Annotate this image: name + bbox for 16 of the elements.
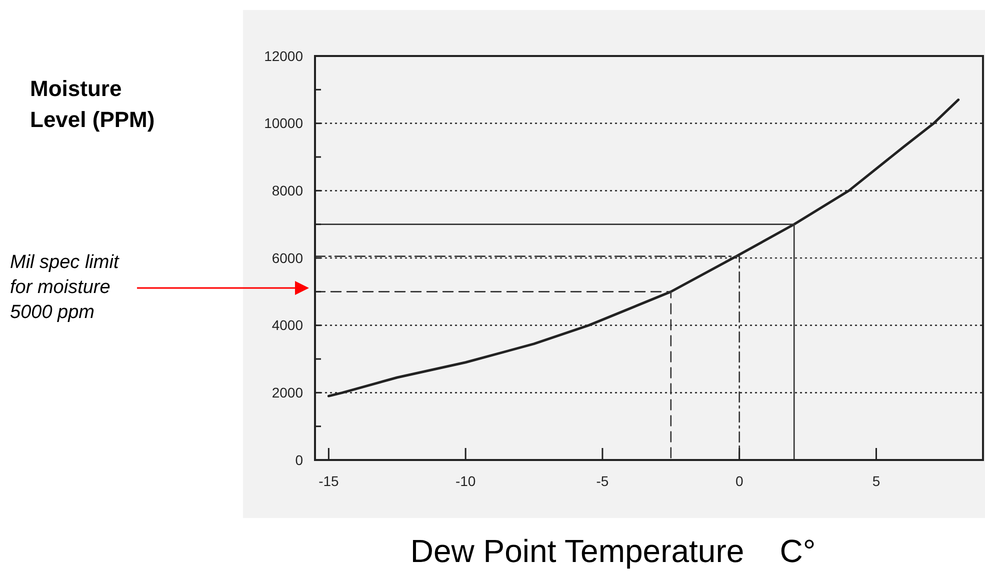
y-tick-label: 12000 — [264, 48, 304, 64]
y-tick-label: 0 — [295, 452, 304, 468]
x-tick-label: -15 — [318, 473, 340, 489]
x-axis-title: Dew Point Temperature C° — [410, 533, 816, 569]
x-tick-label: 5 — [872, 473, 880, 489]
x-tick-label: 0 — [735, 473, 744, 489]
y-tick-label: 8000 — [272, 182, 304, 199]
y-axis-title: Moisture Level (PPM) — [30, 76, 155, 132]
line-series — [327, 98, 960, 398]
y-tick-label: 10000 — [264, 115, 304, 132]
y-tick-label: 4000 — [272, 317, 304, 334]
y-tick-label: 2000 — [272, 384, 304, 401]
text: Mil spec limit for moisture 5000 ppm — [10, 252, 120, 323]
x-tick-label: -5 — [596, 473, 609, 489]
y-tick-label: 6000 — [272, 250, 304, 266]
x-tick-label: -10 — [455, 473, 476, 489]
